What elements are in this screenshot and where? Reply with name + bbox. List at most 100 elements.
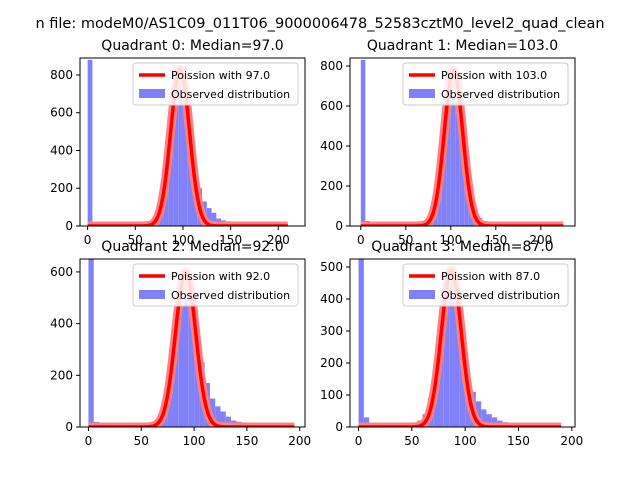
legend: Poission with 103.0 Observed distribution: [402, 62, 569, 106]
poisson-curve: [357, 268, 563, 427]
legend-entry-observed: Observed distribution: [441, 289, 560, 302]
hist-bar: [215, 406, 221, 427]
axes-frame: [349, 258, 576, 428]
hist-bar: [167, 385, 173, 427]
hist-bar: [446, 94, 451, 226]
y-tick-label: 600: [50, 265, 73, 279]
legend-entry-poisson: Poission with 87.0: [441, 270, 540, 283]
legend: Poission with 97.0 Observed distribution: [132, 62, 299, 106]
x-tick-label: 200: [529, 233, 552, 247]
y-tick-label: 800: [320, 59, 343, 73]
hist-bar: [220, 411, 226, 427]
hist-bar: [459, 146, 465, 226]
panel-title: Quadrant 1: Median=103.0: [367, 38, 558, 54]
hist-bar: [464, 180, 469, 226]
x-tick-label: 100: [454, 434, 477, 448]
hist-bar: [450, 68, 456, 226]
x-tick-label: 100: [439, 233, 462, 247]
y-tick-label: 300: [320, 324, 343, 338]
hist-bar: [183, 282, 189, 427]
y-tick-label: 200: [50, 181, 73, 195]
hist-bar: [206, 208, 212, 226]
hist-bar: [491, 417, 498, 427]
x-tick-label: 100: [172, 233, 195, 247]
hist-bar: [88, 259, 94, 427]
x-tick-label: 150: [507, 434, 530, 448]
hist-bar: [455, 102, 460, 226]
y-tick-label: 400: [320, 139, 343, 153]
x-tick-label: 150: [219, 233, 242, 247]
hist-bar: [454, 295, 460, 427]
y-tick-label: 200: [50, 368, 73, 382]
hist-bar: [481, 409, 487, 427]
panel-title: Quadrant 0: Median=97.0: [101, 38, 283, 54]
x-tick-label: 0: [85, 434, 93, 448]
y-tick-label: 400: [50, 143, 73, 157]
hist-bar: [443, 276, 450, 427]
poisson-curve: [86, 67, 290, 226]
hist-bar: [225, 416, 232, 427]
y-tick-label: 200: [320, 179, 343, 193]
x-tick-label: 50: [404, 434, 419, 448]
hist-bar: [486, 414, 492, 427]
y-tick-label: 400: [320, 292, 343, 306]
x-tick-label: 50: [128, 233, 143, 247]
hist-bar: [358, 259, 364, 427]
hist-bar: [172, 339, 179, 427]
x-tick-label: 50: [398, 233, 413, 247]
x-tick-label: 150: [235, 434, 258, 448]
y-tick-label: 400: [50, 317, 73, 331]
x-tick-label: 200: [288, 434, 311, 448]
panel-title: Quadrant 3: Median=87.0: [371, 239, 553, 255]
legend-patch-swatch: [409, 89, 435, 98]
hist-bar: [363, 417, 370, 427]
axes-frame: [79, 57, 306, 227]
y-tick-label: 0: [65, 420, 73, 434]
hist-bar: [459, 343, 466, 427]
hist-bar: [438, 321, 444, 427]
y-tick-label: 200: [320, 356, 343, 370]
y-tick-label: 600: [320, 99, 343, 113]
hist-bar: [168, 141, 174, 226]
hist-bar: [475, 401, 482, 427]
legend-entry-observed: Observed distribution: [441, 88, 560, 101]
x-tick-label: 0: [357, 233, 365, 247]
x-tick-label: 150: [484, 233, 507, 247]
axes-frame: [349, 57, 576, 227]
legend-entry-observed: Observed distribution: [171, 88, 290, 101]
chart-panel-2: 0 50 100 150 200 0 200 400 600 Quadrant 2: Median…: [50, 239, 311, 448]
hist-bar: [87, 59, 93, 226]
legend-box: [402, 263, 569, 307]
x-tick-label: 50: [134, 434, 149, 448]
x-tick-label: 200: [560, 434, 583, 448]
x-tick-label: 200: [267, 233, 290, 247]
hist-bar: [159, 212, 164, 226]
legend-entry-poisson: Poission with 92.0: [171, 270, 270, 283]
chart-panel-0: 0 50 100 150 200 0 200 400 600 800 Quadrant 0: Med…: [50, 38, 306, 247]
y-tick-label: 0: [65, 219, 73, 233]
legend-entry-observed: Observed distribution: [171, 289, 290, 302]
hist-bar: [163, 188, 169, 226]
hist-bar: [360, 60, 366, 226]
hist-bar: [188, 297, 195, 427]
y-tick-label: 500: [320, 260, 343, 274]
legend-patch-swatch: [139, 89, 165, 98]
hist-bar: [187, 152, 193, 226]
hist-bar: [209, 398, 216, 427]
chart-panel-3: 0 50 100 150 200 0 100 200 300 400 500 Quadrant 3: …: [320, 239, 583, 448]
y-tick-label: 0: [335, 420, 343, 434]
hist-bar: [182, 105, 188, 226]
x-tick-label: 0: [355, 434, 363, 448]
legend: Poission with 92.0 Observed distribution: [132, 263, 299, 307]
poisson-curve: [359, 68, 565, 226]
y-tick-label: 600: [50, 106, 73, 120]
hist-bar: [178, 71, 183, 226]
x-tick-label: 0: [84, 233, 92, 247]
hist-bar: [441, 138, 447, 226]
legend-box: [132, 263, 299, 307]
legend: Poission with 87.0 Observed distribution: [402, 263, 569, 307]
legend-patch-swatch: [139, 290, 165, 299]
y-tick-label: 0: [335, 219, 343, 233]
axes-frame: [79, 258, 306, 428]
